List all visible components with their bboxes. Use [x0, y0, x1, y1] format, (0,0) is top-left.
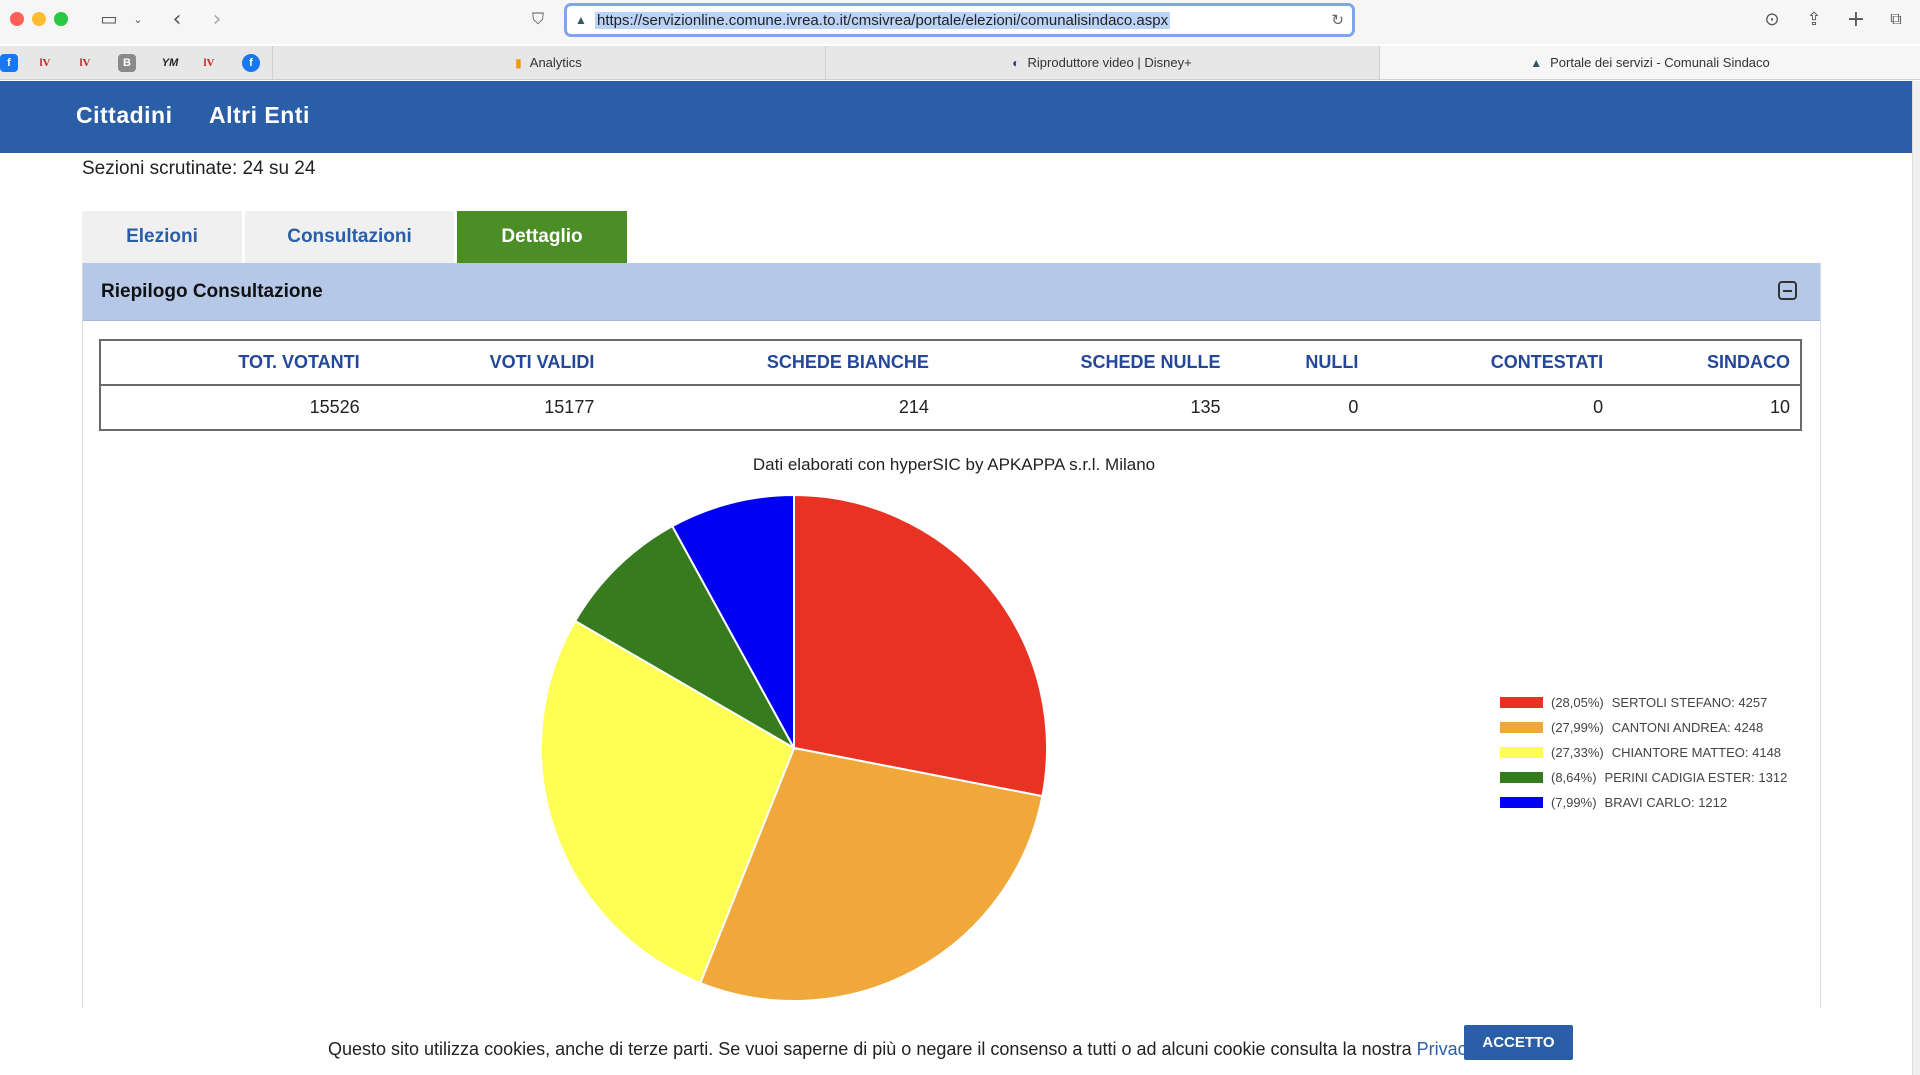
legend-label: CANTONI ANDREA: 4248 [1611, 720, 1764, 735]
zoom-window-button[interactable] [54, 12, 68, 26]
bookmark-lv-icon[interactable]: lV [39, 57, 51, 69]
panel-title: Riepilogo Consultazione [101, 281, 323, 302]
legend-swatch [1500, 797, 1543, 808]
legend-label: PERINI CADIGIA ESTER: 1312 [1604, 770, 1788, 785]
browser-tab-label: Riproduttore video | Disney+ [1027, 55, 1192, 70]
bookmark-b-icon[interactable]: B [118, 54, 136, 72]
address-text[interactable]: https://servizionline.comune.ivrea.to.it… [595, 12, 1171, 29]
site-icon: ▲ [575, 13, 587, 27]
pie-slice-sertoli-stefano[interactable] [793, 493, 1048, 798]
cookie-message: Questo sito utilizza cookies, anche di t… [328, 1039, 1530, 1060]
legend-item: (27,33%) CHIANTORE MATTEO: 4148 [1500, 740, 1787, 765]
tab-dettaglio[interactable]: Dettaglio [457, 211, 627, 263]
pie-slice-cantoni-andrea[interactable] [698, 746, 1044, 1002]
header-schede-nulle: SCHEDE NULLE [938, 340, 1231, 386]
collapse-icon[interactable] [1778, 281, 1797, 300]
legend-swatch [1500, 747, 1543, 758]
value-nulli: 0 [1348, 397, 1359, 417]
sidebar-icon[interactable]: ▭ [100, 8, 118, 30]
legend-item: (28,05%) SERTOLI STEFANO: 4257 [1500, 690, 1787, 715]
legend-percent: (8,64%) [1551, 770, 1597, 785]
header-voti-validi: VOTI VALIDI [369, 340, 605, 386]
nav-altri-enti[interactable]: Altri Enti [209, 102, 310, 128]
legend-percent: (27,33%) [1551, 745, 1604, 760]
facebook-bookmark-icon[interactable]: f [0, 54, 18, 72]
browser-toolbar: ▭ ⌄ ‹ › ⛉ ▲ https://servizionline.comune… [0, 0, 1920, 44]
browser-tab-label: Analytics [529, 55, 582, 70]
facebook-bookmark-icon[interactable]: f [242, 54, 260, 72]
legend-swatch [1500, 772, 1543, 783]
browser-tab-label: Portale dei servizi - Comunali Sindaco [1550, 55, 1770, 70]
site-navbar: Cittadini Altri Enti [0, 81, 1912, 153]
table-header-row: TOT. VOTANTI VOTI VALIDI SCHEDE BIANCHE … [100, 340, 1801, 386]
tab-consultazioni[interactable]: Consultazioni [245, 211, 454, 263]
value-schede-bianche: 214 [898, 397, 929, 417]
header-contestati: CONTESTATI [1368, 340, 1614, 386]
legend-item: (7,99%) BRAVI CARLO: 1212 [1500, 790, 1787, 815]
disney-icon: ◐ [1012, 55, 1020, 70]
panel-header[interactable]: Riepilogo Consultazione [83, 263, 1820, 321]
tab-overview-icon[interactable]: ⧉ [1890, 9, 1902, 28]
analytics-icon: ▮ [515, 55, 522, 70]
bookmark-ym-icon[interactable]: YM [161, 57, 179, 69]
chart-legend: (28,05%) SERTOLI STEFANO: 4257 (27,99%) CAN… [1500, 690, 1787, 815]
legend-label: CHIANTORE MATTEO: 4148 [1611, 745, 1782, 760]
header-tot-votanti: TOT. VOTANTI [100, 340, 370, 386]
accetto-button[interactable]: ACCETTO [1464, 1025, 1573, 1060]
chart-note: Dati elaborati con hyperSIC by APKAPPA s… [752, 455, 1156, 474]
summary-table: TOT. VOTANTI VOTI VALIDI SCHEDE BIANCHE … [99, 339, 1802, 431]
legend-item: (8,64%) PERINI CADIGIA ESTER: 1312 [1500, 765, 1787, 790]
minimize-window-button[interactable] [32, 12, 46, 26]
header-nulli: NULLI [1230, 340, 1369, 386]
browser-tab-analytics[interactable]: ▮ Analytics [272, 46, 824, 79]
pie-chart [540, 493, 1048, 1002]
value-tot-votanti: 15526 [309, 397, 360, 417]
download-icon[interactable]: ⊙ [1764, 8, 1780, 30]
header-sindaco: SINDACO [1613, 340, 1801, 386]
share-icon[interactable]: ⇪ [1806, 8, 1822, 30]
value-sindaco: 10 [1769, 397, 1790, 417]
legend-label: SERTOLI STEFANO: 4257 [1611, 695, 1768, 710]
legend-item: (27,99%) CANTONI ANDREA: 4248 [1500, 715, 1787, 740]
site-icon: ▲ [1530, 55, 1543, 70]
table-row: 15526 15177 214 135 0 0 10 [100, 385, 1801, 430]
sezioni-scrutinate: Sezioni scrutinate: 24 su 24 [82, 158, 316, 179]
chevron-down-icon[interactable]: ⌄ [133, 12, 143, 26]
value-voti-validi: 15177 [544, 397, 595, 417]
back-icon[interactable]: ‹ [172, 6, 182, 32]
nav-cittadini[interactable]: Cittadini [76, 102, 173, 128]
cookie-text: Questo sito utilizza cookies, anche di t… [328, 1039, 1417, 1059]
pie-slice-perini-cadigia-ester[interactable] [573, 524, 797, 751]
bookmark-lv-icon[interactable]: lV [203, 57, 215, 69]
shield-icon[interactable]: ⛉ [531, 9, 544, 28]
forward-icon[interactable]: › [212, 6, 222, 32]
browser-tab-disney[interactable]: ◐ Riproduttore video | Disney+ [825, 46, 1378, 79]
browser-tab-portale[interactable]: ▲ Portale dei servizi - Comunali Sindaco [1379, 46, 1920, 79]
reload-icon[interactable]: ↻ [1331, 12, 1344, 29]
pie-slice-bravi-carlo[interactable] [670, 493, 795, 749]
tab-strip: f lV lV B YM lV f ▮ Analytics ◐ Riprodut… [0, 46, 1920, 80]
value-contestati: 0 [1593, 397, 1604, 417]
tab-elezioni[interactable]: Elezioni [82, 211, 242, 263]
riepilogo-panel: Riepilogo Consultazione [82, 263, 1821, 1023]
address-bar[interactable]: ▲ https://servizionline.comune.ivrea.to.… [564, 3, 1355, 37]
legend-percent: (28,05%) [1551, 695, 1604, 710]
legend-percent: (7,99%) [1551, 795, 1597, 810]
legend-percent: (27,99%) [1551, 720, 1604, 735]
cookie-banner: Questo sito utilizza cookies, anche di t… [0, 1008, 1912, 1075]
legend-label: BRAVI CARLO: 1212 [1604, 795, 1728, 810]
legend-swatch [1500, 697, 1543, 708]
new-tab-icon[interactable]: + [1846, 6, 1866, 32]
header-schede-bianche: SCHEDE BIANCHE [604, 340, 939, 386]
scrollbar[interactable] [1912, 81, 1920, 1075]
value-schede-nulle: 135 [1190, 397, 1221, 417]
bookmark-lv-icon[interactable]: lV [79, 57, 91, 69]
close-window-button[interactable] [10, 12, 24, 26]
legend-swatch [1500, 722, 1543, 733]
